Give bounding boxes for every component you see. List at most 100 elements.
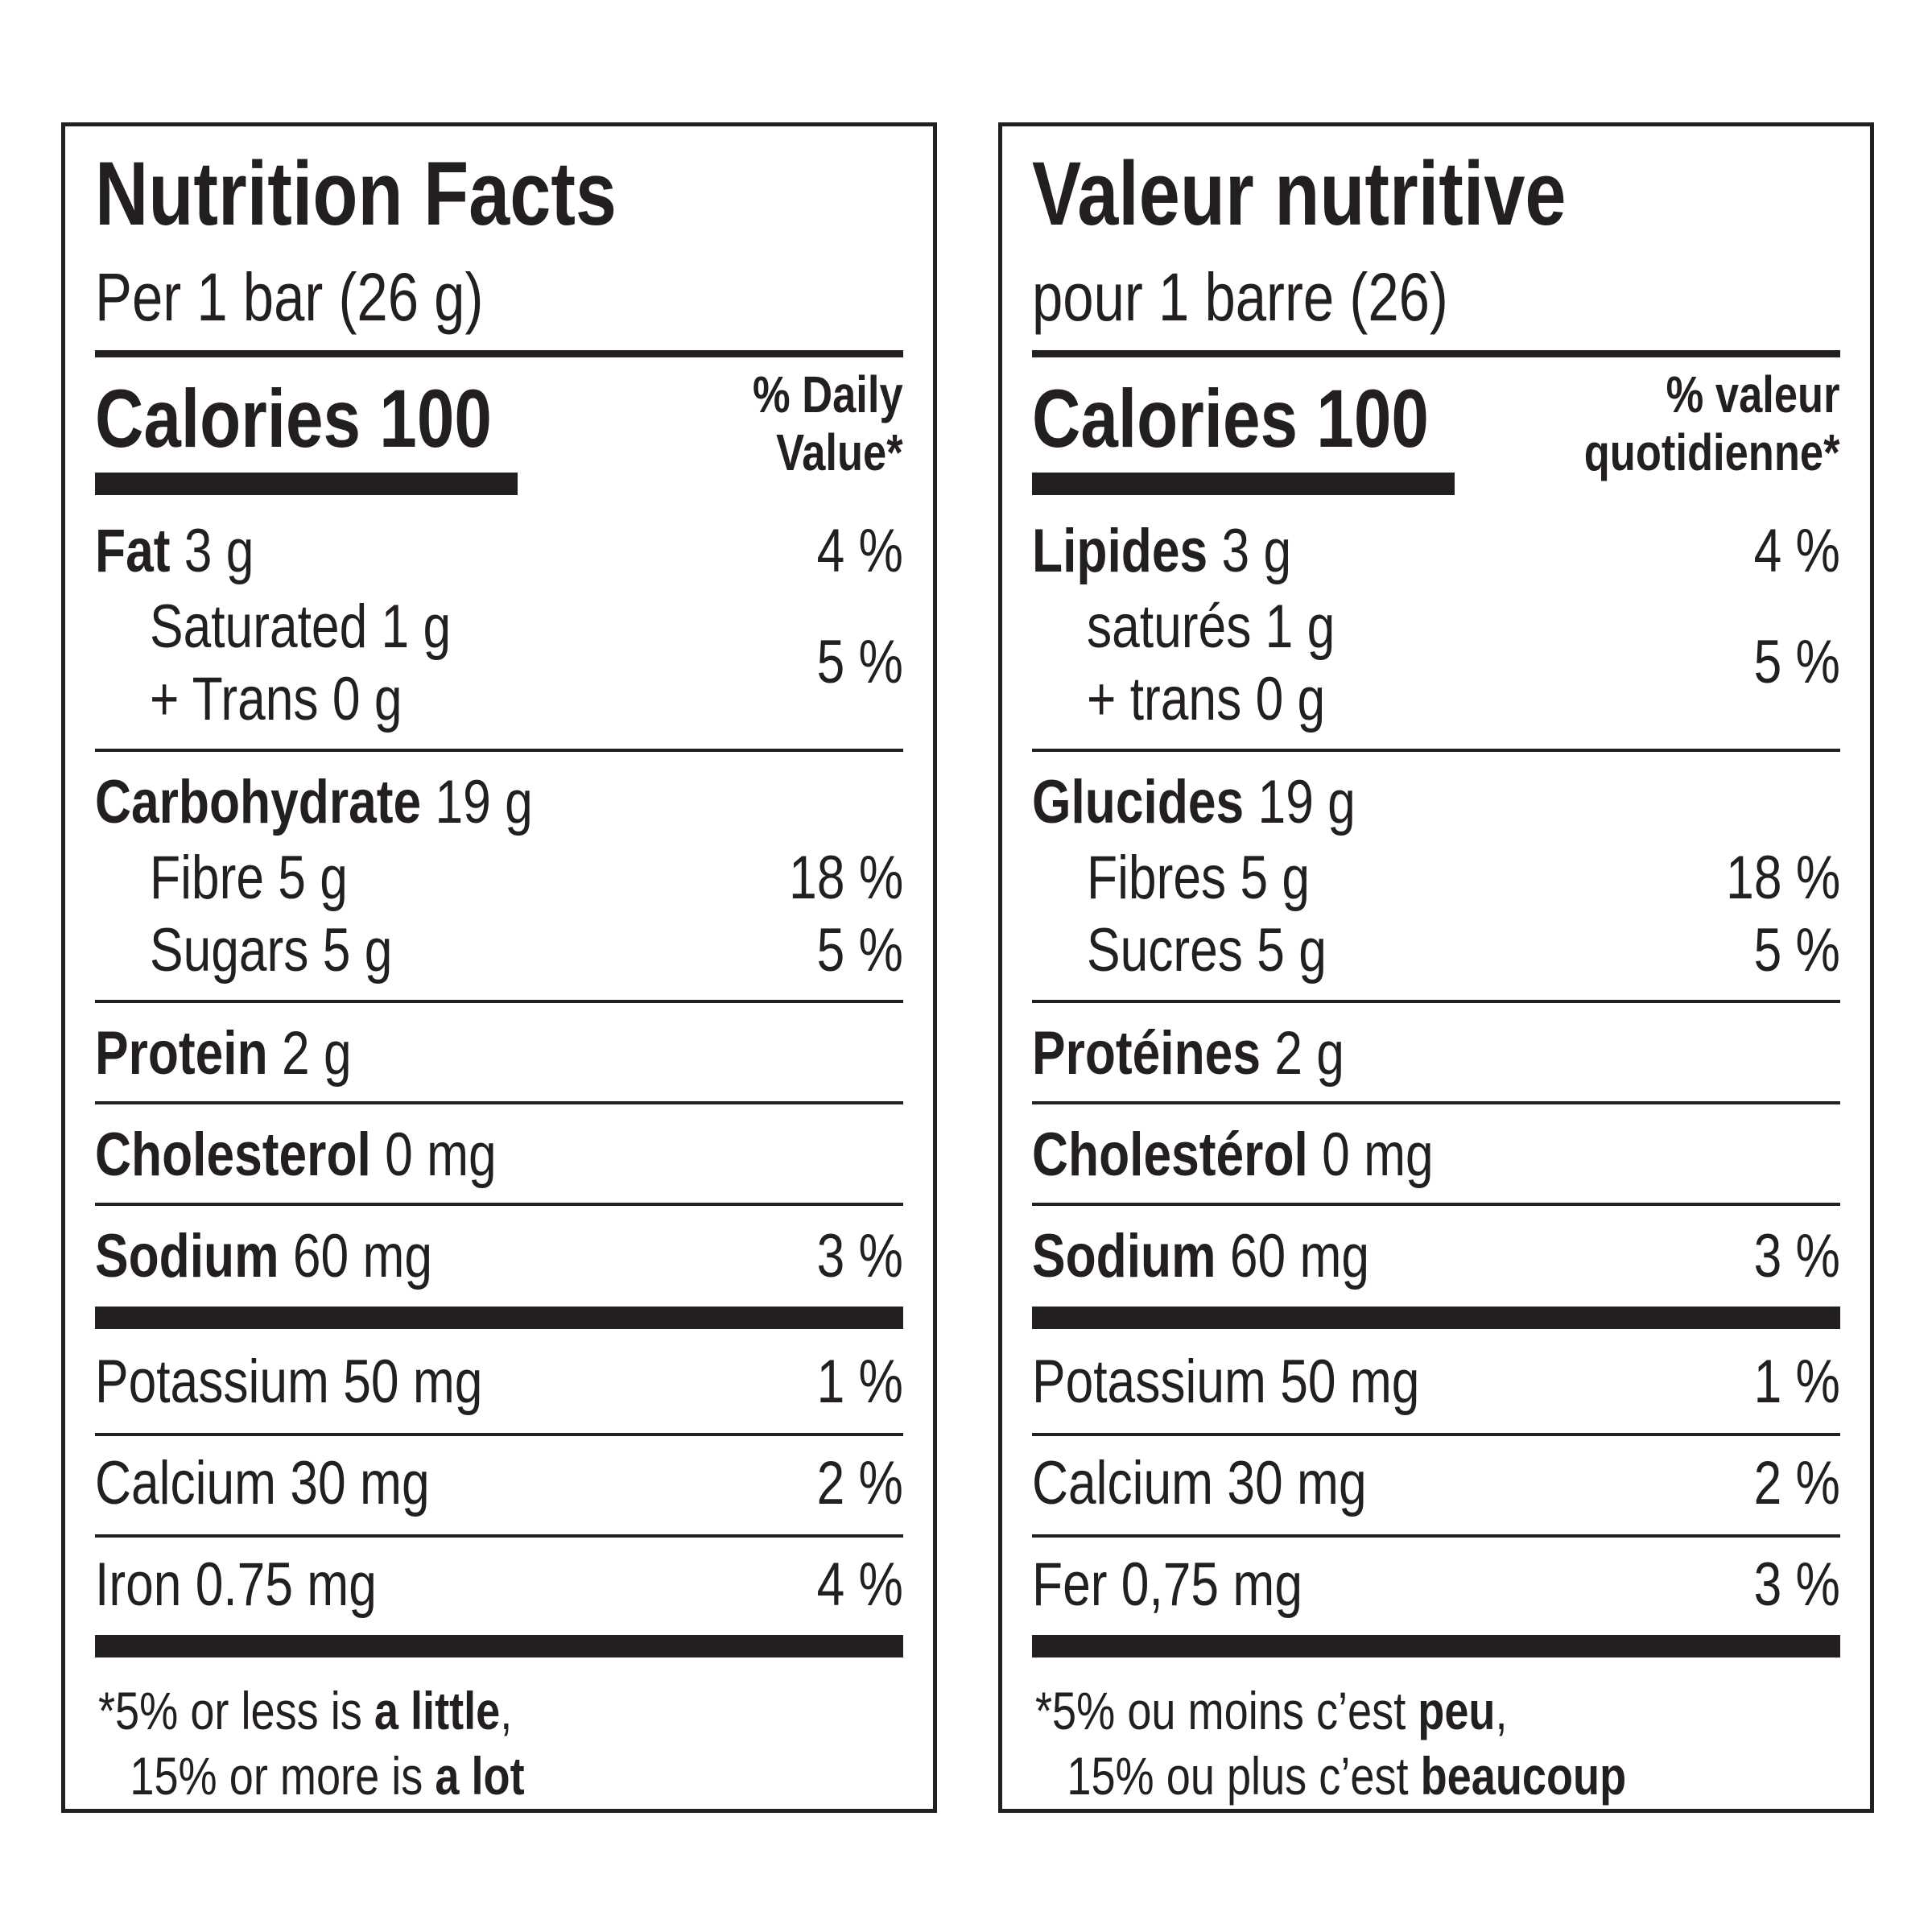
- sodium-dv: 3 %: [816, 1222, 903, 1290]
- cholesterol-amount: 0 mg: [1307, 1121, 1434, 1189]
- sugars-label: Sugars 5 g: [150, 916, 393, 985]
- iron-dv: 4 %: [816, 1550, 903, 1619]
- divider: [95, 1203, 903, 1206]
- daily-value-header: % valeur quotidienne*: [1584, 365, 1840, 481]
- thick-divider: [95, 1307, 903, 1329]
- fibre-dv: 18 %: [1725, 844, 1840, 912]
- calcium-label: Calcium 30 mg: [1032, 1449, 1367, 1517]
- calories-label: Calories 100: [95, 373, 492, 464]
- daily-value-header-line2: quotidienne*: [1584, 423, 1840, 481]
- calcium-dv: 2 %: [1753, 1449, 1840, 1517]
- sugars-dv: 5 %: [1753, 916, 1840, 985]
- sugars-label: Sucres 5 g: [1087, 916, 1327, 985]
- divider: [1032, 1433, 1840, 1436]
- footnote-line1: *5% or less is a little,: [98, 1681, 513, 1740]
- carbohydrate-name: Glucides: [1032, 768, 1245, 836]
- sodium-name: Sodium: [1032, 1222, 1216, 1290]
- carbohydrate-amount: 19 g: [1244, 768, 1356, 836]
- sat-trans-dv: 5 %: [1753, 628, 1840, 696]
- sodium-dv: 3 %: [1753, 1222, 1840, 1290]
- saturated-label: saturés 1 g: [1087, 592, 1335, 661]
- fat-name: Lipides: [1032, 517, 1208, 585]
- sodium-amount: 60 mg: [279, 1222, 433, 1290]
- protein-name: Protéines: [1032, 1019, 1261, 1088]
- iron-dv: 3 %: [1753, 1550, 1840, 1619]
- thick-divider: [1032, 1635, 1840, 1657]
- sodium-name: Sodium: [95, 1222, 279, 1290]
- protein-name: Protein: [95, 1019, 268, 1088]
- serving-size: Per 1 bar (26 g): [95, 259, 484, 335]
- footnote: *5% ou moins c’est peu, 15% ou plus c’es…: [1035, 1678, 1626, 1808]
- divider: [95, 1101, 903, 1104]
- divider: [95, 1534, 903, 1538]
- panel-title: Nutrition Facts: [95, 143, 617, 244]
- fat-name: Fat: [95, 517, 171, 585]
- daily-value-header-line1: % Daily: [753, 365, 903, 423]
- trans-label: + trans 0 g: [1087, 665, 1326, 733]
- carbohydrate-name: Carbohydrate: [95, 768, 422, 836]
- divider: [1032, 1203, 1840, 1206]
- calories-bar: [1032, 473, 1455, 495]
- iron-label: Iron 0.75 mg: [95, 1550, 377, 1619]
- divider: [95, 350, 903, 357]
- daily-value-header: % Daily Value*: [753, 365, 903, 481]
- divider: [95, 1000, 903, 1003]
- sat-trans-dv: 5 %: [816, 628, 903, 696]
- calcium-label: Calcium 30 mg: [95, 1449, 430, 1517]
- divider: [1032, 1101, 1840, 1104]
- fat-row: Lipides 3 g: [1032, 521, 1291, 582]
- cholesterol-row: Cholesterol 0 mg: [95, 1125, 497, 1186]
- daily-value-header-line1: % valeur: [1666, 365, 1840, 423]
- cholesterol-row: Cholestérol 0 mg: [1032, 1125, 1434, 1186]
- divider: [1032, 1000, 1840, 1003]
- protein-row: Protéines 2 g: [1032, 1023, 1344, 1084]
- trans-label: + Trans 0 g: [150, 665, 402, 733]
- carbohydrate-row: Glucides 19 g: [1032, 772, 1356, 833]
- cholesterol-amount: 0 mg: [370, 1121, 497, 1189]
- calories-bar: [95, 473, 518, 495]
- panel-title: Valeur nutritive: [1032, 143, 1567, 244]
- calcium-dv: 2 %: [816, 1449, 903, 1517]
- divider: [95, 749, 903, 752]
- fat-amount: 3 g: [1208, 517, 1292, 585]
- thick-divider: [95, 1635, 903, 1657]
- potassium-dv: 1 %: [816, 1348, 903, 1416]
- fat-row: Fat 3 g: [95, 521, 254, 582]
- iron-label: Fer 0,75 mg: [1032, 1550, 1302, 1619]
- fat-dv: 4 %: [816, 517, 903, 585]
- carbohydrate-row: Carbohydrate 19 g: [95, 772, 533, 833]
- divider: [1032, 1534, 1840, 1538]
- protein-amount: 2 g: [267, 1019, 352, 1088]
- fat-amount: 3 g: [170, 517, 254, 585]
- divider: [1032, 350, 1840, 357]
- sodium-row: Sodium 60 mg: [95, 1226, 432, 1287]
- potassium-label: Potassium 50 mg: [1032, 1348, 1420, 1416]
- divider: [1032, 749, 1840, 752]
- footnote-line2: 15% or more is a lot: [130, 1745, 525, 1806]
- thick-divider: [1032, 1307, 1840, 1329]
- footnote-line1: *5% ou moins c’est peu,: [1035, 1681, 1508, 1740]
- footnote-line2: 15% ou plus c’est beaucoup: [1067, 1745, 1627, 1806]
- sugars-dv: 5 %: [816, 916, 903, 985]
- protein-amount: 2 g: [1261, 1019, 1344, 1088]
- potassium-label: Potassium 50 mg: [95, 1348, 483, 1416]
- fibre-label: Fibres 5 g: [1087, 844, 1311, 912]
- potassium-dv: 1 %: [1753, 1348, 1840, 1416]
- footnote: *5% or less is a little, 15% or more is …: [98, 1678, 525, 1808]
- serving-size: pour 1 barre (26): [1032, 259, 1448, 335]
- carbohydrate-amount: 19 g: [421, 768, 533, 836]
- fibre-dv: 18 %: [788, 844, 903, 912]
- nutrition-facts-panel-fr: Valeur nutritive pour 1 barre (26) Calor…: [998, 122, 1874, 1813]
- fat-dv: 4 %: [1753, 517, 1840, 585]
- sodium-row: Sodium 60 mg: [1032, 1226, 1369, 1287]
- protein-row: Protein 2 g: [95, 1023, 352, 1084]
- saturated-label: Saturated 1 g: [150, 592, 452, 661]
- cholesterol-name: Cholestérol: [1032, 1121, 1308, 1189]
- divider: [95, 1433, 903, 1436]
- sodium-amount: 60 mg: [1216, 1222, 1370, 1290]
- fibre-label: Fibre 5 g: [150, 844, 348, 912]
- daily-value-header-line2: Value*: [776, 423, 903, 481]
- cholesterol-name: Cholesterol: [95, 1121, 371, 1189]
- nutrition-facts-panel-en: Nutrition Facts Per 1 bar (26 g) Calorie…: [61, 122, 937, 1813]
- calories-label: Calories 100: [1032, 373, 1429, 464]
